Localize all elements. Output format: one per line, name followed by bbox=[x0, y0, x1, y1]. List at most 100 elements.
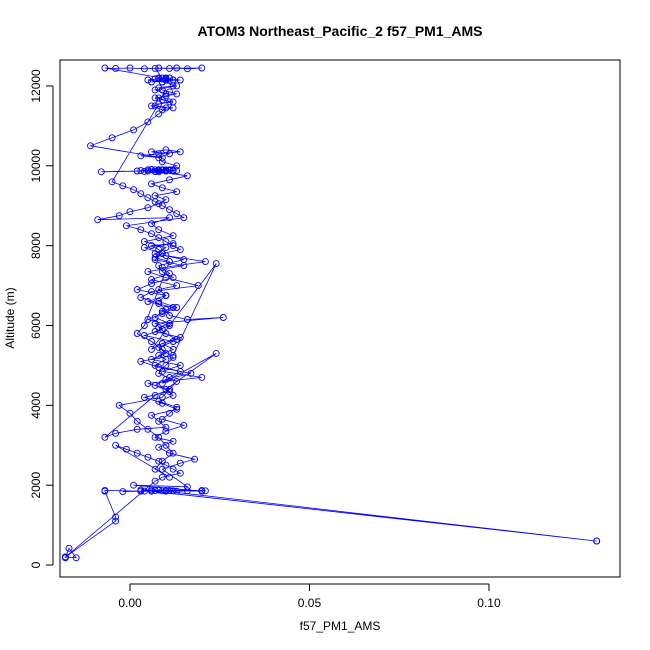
data-point bbox=[158, 465, 166, 473]
data-point bbox=[148, 355, 155, 363]
data-point bbox=[155, 298, 163, 305]
data-point bbox=[151, 486, 159, 494]
data-point bbox=[155, 351, 163, 359]
data-point bbox=[158, 473, 166, 481]
data-point bbox=[155, 154, 163, 162]
data-point bbox=[148, 180, 155, 188]
data-point bbox=[180, 214, 188, 222]
data-point bbox=[162, 487, 170, 495]
data-point bbox=[166, 258, 173, 266]
data-point bbox=[166, 486, 173, 494]
data-point bbox=[151, 167, 159, 175]
data-point bbox=[115, 401, 123, 409]
data-point bbox=[158, 74, 166, 82]
data-point bbox=[112, 441, 120, 449]
data-point bbox=[140, 393, 148, 401]
data-point bbox=[144, 204, 152, 212]
data-point bbox=[155, 457, 163, 465]
data-point bbox=[166, 74, 173, 82]
data-point bbox=[144, 453, 152, 461]
data-point bbox=[162, 104, 170, 112]
data-point bbox=[166, 373, 173, 381]
data-point bbox=[173, 405, 181, 413]
data-point bbox=[155, 417, 163, 425]
data-point bbox=[155, 486, 163, 494]
data-point bbox=[162, 274, 170, 282]
data-point bbox=[169, 274, 177, 282]
series-line bbox=[64, 67, 597, 559]
data-point bbox=[166, 206, 173, 214]
data-point bbox=[158, 250, 166, 258]
data-point bbox=[119, 182, 127, 190]
data-point bbox=[158, 268, 166, 276]
data-point bbox=[169, 240, 177, 248]
data-point bbox=[144, 118, 152, 126]
data-point bbox=[148, 165, 155, 173]
data-point bbox=[183, 483, 191, 491]
data-point bbox=[130, 186, 138, 194]
data-point bbox=[155, 286, 163, 294]
data-point bbox=[166, 150, 173, 158]
data-point bbox=[151, 381, 159, 389]
data-point bbox=[176, 148, 184, 156]
data-point bbox=[158, 78, 166, 86]
data-point bbox=[151, 320, 159, 327]
data-point bbox=[162, 292, 170, 299]
data-point bbox=[151, 477, 159, 485]
data-point bbox=[158, 96, 166, 104]
data-point bbox=[158, 202, 166, 210]
data-point bbox=[97, 168, 105, 176]
data-point bbox=[119, 488, 127, 496]
data-point bbox=[162, 167, 170, 175]
data-point bbox=[151, 102, 159, 110]
data-point bbox=[148, 288, 155, 296]
data-point bbox=[169, 232, 177, 240]
data-point bbox=[166, 88, 173, 96]
data-point bbox=[122, 222, 130, 230]
data-point bbox=[151, 328, 159, 335]
data-point bbox=[166, 449, 173, 457]
data-point bbox=[151, 86, 159, 94]
data-point bbox=[148, 345, 155, 353]
data-point bbox=[169, 353, 177, 361]
data-point bbox=[158, 86, 166, 94]
data-point bbox=[155, 443, 163, 451]
data-point bbox=[166, 473, 173, 481]
data-point bbox=[155, 300, 163, 307]
data-point bbox=[166, 64, 173, 72]
data-point bbox=[151, 465, 159, 473]
data-point bbox=[158, 106, 166, 114]
plot-frame bbox=[59, 59, 621, 578]
data-point bbox=[112, 429, 120, 437]
data-point bbox=[162, 196, 170, 204]
data-point bbox=[133, 449, 141, 457]
data-point bbox=[173, 82, 181, 90]
data-point bbox=[148, 280, 155, 288]
data-point bbox=[140, 167, 148, 175]
x-tick-label: 0.05 bbox=[298, 596, 322, 610]
data-point bbox=[158, 310, 166, 317]
data-point bbox=[162, 385, 170, 393]
data-point bbox=[162, 427, 170, 435]
data-point bbox=[158, 166, 166, 174]
data-point bbox=[115, 212, 123, 220]
data-point bbox=[151, 64, 159, 72]
data-point bbox=[155, 234, 163, 242]
data-point bbox=[162, 361, 170, 369]
data-point bbox=[162, 330, 170, 337]
data-point bbox=[148, 220, 155, 228]
data-point bbox=[158, 184, 166, 192]
data-point bbox=[162, 92, 170, 100]
data-point bbox=[137, 357, 145, 365]
data-point bbox=[126, 409, 134, 417]
data-point bbox=[155, 150, 163, 158]
data-point bbox=[158, 264, 166, 272]
data-point bbox=[158, 326, 166, 333]
data-point bbox=[166, 176, 173, 184]
data-point bbox=[144, 76, 152, 84]
data-point bbox=[162, 306, 170, 313]
chart-title: ATOM3 Northeast_Pacific_2 f57_PM1_AMS bbox=[197, 23, 482, 39]
data-point bbox=[144, 316, 152, 323]
data-point bbox=[101, 486, 109, 494]
data-point bbox=[158, 415, 166, 423]
